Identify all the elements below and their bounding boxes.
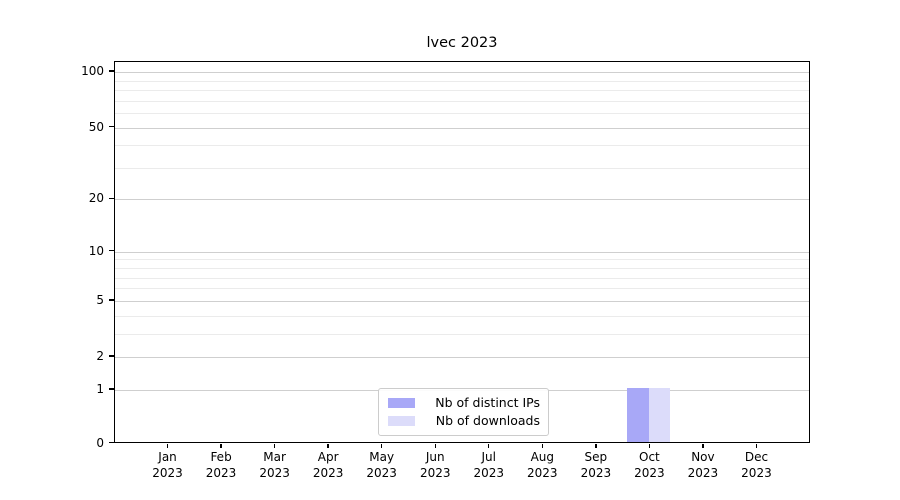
y-tick-mark: [108, 299, 114, 301]
y-gridline-major: [115, 72, 809, 74]
y-tick-mark: [108, 441, 114, 444]
y-gridline-minor: [115, 145, 809, 147]
x-tick-label: Oct 2023: [634, 450, 665, 480]
y-gridline-minor: [115, 277, 809, 279]
plot-area: [114, 61, 810, 443]
x-tick-label: Nov 2023: [687, 450, 719, 480]
x-tick-mark: [434, 443, 436, 448]
x-tick-mark: [327, 443, 329, 448]
y-tick-label: 0: [96, 435, 104, 450]
y-gridline-major: [115, 127, 809, 129]
y-gridline-minor: [115, 113, 809, 115]
y-tick-label: 5: [96, 292, 104, 307]
y-gridline-minor: [115, 333, 809, 335]
x-tick-mark: [273, 443, 276, 448]
x-tick-mark: [541, 443, 543, 448]
legend-label-distinct-ips: Nb of distinct IPs: [435, 395, 540, 410]
y-tick-label: 2: [96, 349, 104, 363]
x-tick-mark: [380, 443, 383, 448]
x-tick-mark: [488, 443, 490, 448]
x-tick-label: Feb 2023: [205, 450, 237, 480]
y-tick-mark: [108, 355, 114, 357]
x-tick-label: Jan 2023: [152, 450, 183, 480]
y-gridline-major: [115, 251, 809, 253]
legend-entry-distinct-ips: Nb of distinct IPs: [387, 396, 540, 410]
x-tick-mark: [648, 443, 651, 448]
y-tick-label: 100: [81, 64, 104, 79]
y-gridline-minor: [115, 288, 809, 290]
y-gridline-minor: [115, 100, 809, 102]
y-tick-mark: [108, 70, 114, 72]
y-gridline-minor: [115, 268, 809, 270]
x-tick-label: Jun 2023: [419, 450, 451, 480]
legend-swatch-downloads: [388, 416, 415, 426]
y-tick-mark: [108, 125, 114, 128]
legend: Nb of distinct IPs Nb of downloads: [378, 388, 549, 436]
legend-swatch-distinct-ips: [388, 398, 415, 408]
y-gridline-minor: [115, 167, 809, 169]
y-gridline-minor: [115, 90, 809, 92]
x-tick-label: Mar 2023: [259, 450, 290, 480]
y-tick-label: 50: [88, 119, 104, 134]
x-tick-label: Sep 2023: [580, 450, 612, 480]
x-tick-label: Apr 2023: [312, 450, 344, 480]
y-tick-mark: [108, 388, 114, 390]
chart-title: lvec 2023: [426, 35, 498, 51]
y-gridline-major: [115, 300, 809, 302]
y-tick-mark: [108, 197, 114, 200]
x-tick-label: Dec 2023: [741, 450, 772, 480]
legend-entry-downloads: Nb of downloads: [387, 414, 540, 428]
y-gridline-major: [115, 357, 809, 358]
x-tick-mark: [755, 443, 758, 448]
y-gridline-minor: [115, 80, 809, 82]
y-gridline-minor: [115, 259, 809, 261]
bar-distinct-ips: [627, 388, 649, 442]
y-tick-label: 20: [88, 191, 104, 206]
y-tick-mark: [108, 250, 114, 252]
x-tick-mark: [702, 443, 704, 448]
x-tick-mark: [166, 443, 169, 448]
y-gridline-minor: [115, 315, 809, 317]
x-tick-mark: [595, 443, 597, 448]
legend-label-downloads: Nb of downloads: [435, 413, 540, 428]
y-gridline-major: [115, 199, 809, 201]
y-tick-label: 1: [96, 381, 104, 396]
y-tick-label: 10: [88, 243, 104, 258]
x-tick-label: Aug 2023: [527, 450, 558, 480]
bar-downloads: [648, 388, 671, 442]
x-tick-label: May 2023: [366, 450, 397, 480]
x-tick-label: Jul 2023: [473, 450, 505, 480]
x-tick-mark: [220, 443, 222, 448]
